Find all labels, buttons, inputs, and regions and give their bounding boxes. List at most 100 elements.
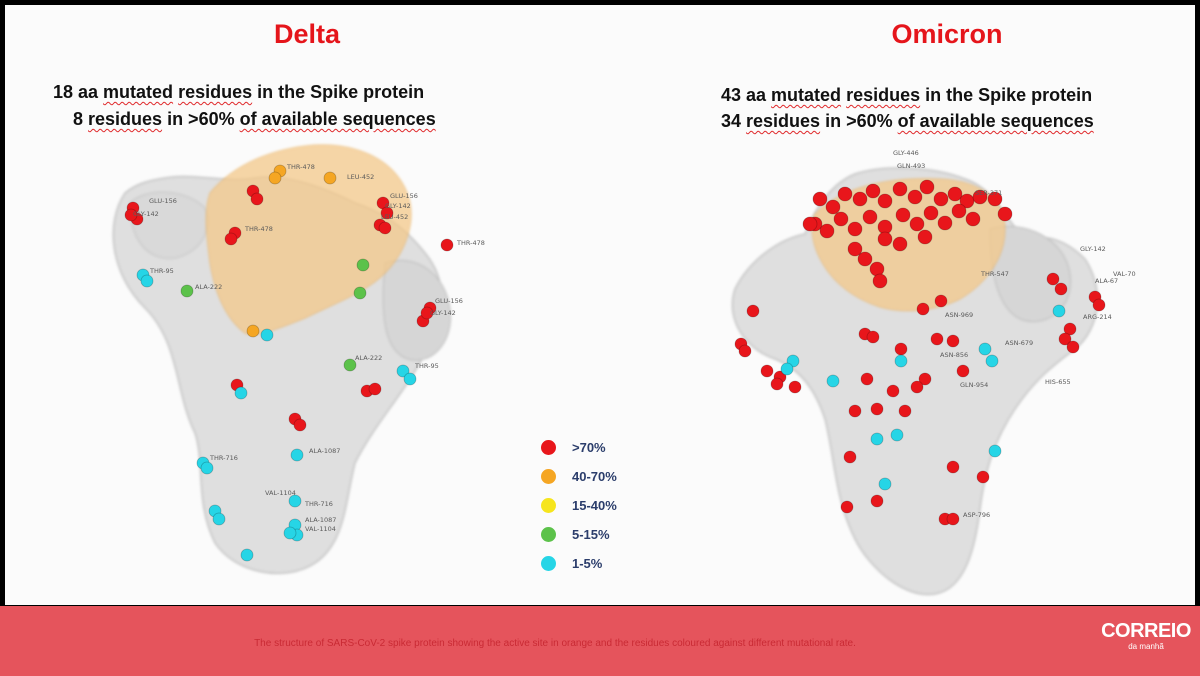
residue-marker: [380, 206, 394, 220]
legend-label: 5-15%: [572, 527, 610, 542]
delta-title: Delta: [273, 19, 341, 49]
residue-marker: [246, 324, 260, 338]
residue-label: THR-716: [304, 500, 333, 508]
residue-marker: [917, 229, 933, 245]
residue-marker: [746, 304, 760, 318]
logo-sub-text: da manhã: [1128, 642, 1164, 651]
legend-label: 40-70%: [572, 469, 617, 484]
residue-marker: [988, 444, 1002, 458]
residue-marker: [293, 418, 307, 432]
residue-marker: [951, 203, 967, 219]
residue-marker: [870, 432, 884, 446]
residue-marker: [250, 192, 264, 206]
residue-marker: [909, 216, 925, 232]
legend-item: 5-15%: [541, 520, 661, 549]
residue-marker: [870, 494, 884, 508]
residue-marker: [985, 354, 999, 368]
residue-marker: [934, 294, 948, 308]
residue-label: ALA-222: [355, 354, 382, 362]
residue-marker: [840, 500, 854, 514]
residue-label: GLY-142: [1080, 245, 1106, 253]
residue-marker: [780, 362, 794, 376]
residue-marker: [1063, 322, 1077, 336]
residue-marker: [833, 211, 849, 227]
residue-marker: [857, 251, 873, 267]
delta-spike-structure: GLU-156 GLY-142 THR-478 LEU-452 GLU-156 GLY-1…: [112, 144, 485, 575]
legend-item: >70%: [541, 433, 661, 462]
residue-marker: [959, 193, 975, 209]
residue-marker: [288, 494, 302, 508]
residue-marker: [937, 215, 953, 231]
residue-marker: [396, 364, 410, 378]
residue-marker: [918, 372, 932, 386]
residue-marker: [860, 372, 874, 386]
correio-logo: CORREIO da manhã: [1100, 620, 1192, 651]
residue-marker: [947, 186, 963, 202]
logo-main-text: CORREIO: [1101, 620, 1191, 642]
omicron-residue-labels: GLY-446 GLN-493 SER-371 THR-547 GLY-142 VAL-7…: [893, 149, 1136, 519]
residue-marker: [738, 344, 752, 358]
residue-label: GLY-142: [430, 309, 456, 317]
residue-label: ALA-67: [1095, 277, 1118, 285]
legend-color-dot: [541, 498, 556, 513]
legend-color-dot: [541, 527, 556, 542]
residue-marker: [368, 382, 382, 396]
omicron-residue-markers: [734, 179, 1106, 526]
residue-marker: [872, 273, 888, 289]
residue-marker: [919, 179, 935, 195]
residue-marker: [878, 477, 892, 491]
residue-marker: [837, 186, 853, 202]
legend-color-dot: [541, 556, 556, 571]
residue-label: VAL-1104: [305, 525, 336, 533]
residue-marker: [343, 358, 357, 372]
residue-label: ASN-969: [945, 311, 973, 319]
residue-label: GLU-156: [435, 297, 463, 305]
legend-item: 15-40%: [541, 491, 661, 520]
residue-marker: [1066, 340, 1080, 354]
residue-marker: [907, 189, 923, 205]
residue-marker: [892, 236, 908, 252]
residue-marker: [760, 364, 774, 378]
residue-marker: [440, 238, 454, 252]
residue-marker: [124, 208, 138, 222]
residue-marker: [180, 284, 194, 298]
omicron-spike-structure: GLY-446 GLN-493 SER-371 THR-547 GLY-142 VAL-7…: [731, 149, 1136, 596]
residue-marker: [916, 302, 930, 316]
residue-marker: [140, 274, 154, 288]
residue-label: GLU-156: [390, 192, 418, 200]
residue-label: VAL-70: [1113, 270, 1136, 278]
residue-marker: [892, 181, 908, 197]
residue-label: THR-478: [244, 225, 273, 233]
omicron-spike-body: [731, 167, 1098, 596]
residue-label: ASN-679: [1005, 339, 1033, 347]
residue-marker: [965, 211, 981, 227]
residue-marker: [877, 193, 893, 209]
residue-label: THR-95: [414, 362, 439, 370]
legend-color-dot: [541, 469, 556, 484]
residue-marker: [946, 512, 960, 526]
residue-marker: [847, 221, 863, 237]
residue-marker: [812, 191, 828, 207]
residue-label: THR-716: [209, 454, 238, 462]
residue-marker: [877, 231, 893, 247]
residue-marker: [802, 216, 818, 232]
residue-label: GLY-142: [385, 202, 411, 210]
residue-marker: [268, 171, 282, 185]
residue-marker: [224, 232, 238, 246]
residue-marker: [212, 512, 226, 526]
residue-marker: [240, 548, 254, 562]
residue-marker: [770, 377, 784, 391]
residue-marker: [826, 374, 840, 388]
residue-marker: [420, 306, 434, 320]
residue-marker: [200, 461, 214, 475]
residue-marker: [852, 191, 868, 207]
residue-marker: [933, 191, 949, 207]
residue-marker: [234, 386, 248, 400]
residue-marker: [260, 328, 274, 342]
residue-marker: [788, 380, 802, 394]
legend-label: 15-40%: [572, 498, 617, 513]
residue-marker: [825, 199, 841, 215]
residue-marker: [847, 241, 863, 257]
residue-label: GLN-493: [897, 162, 925, 170]
